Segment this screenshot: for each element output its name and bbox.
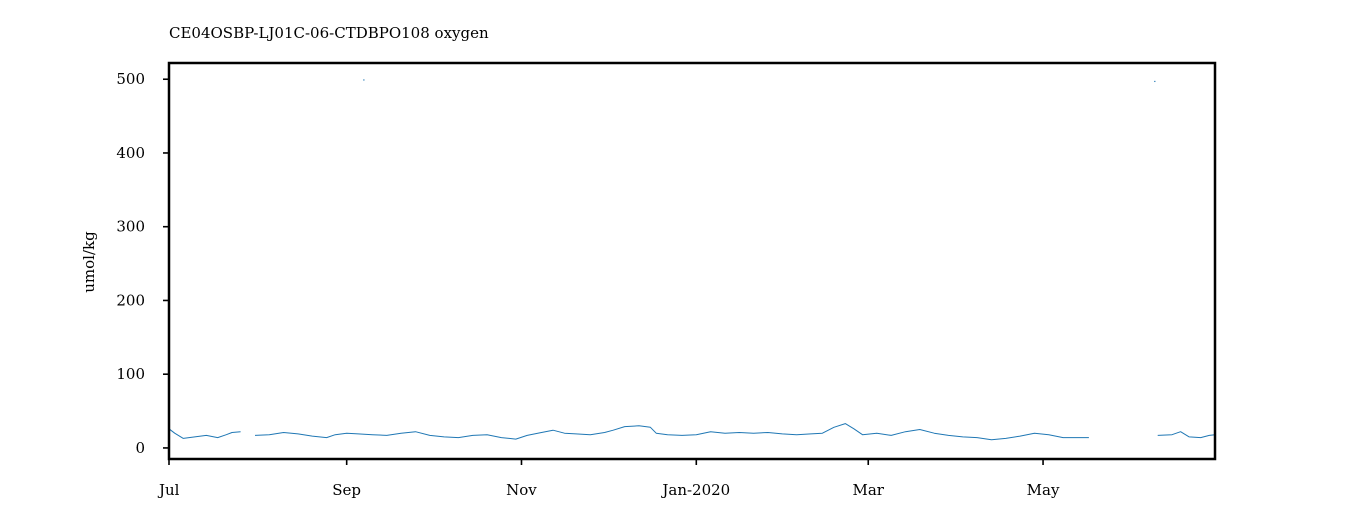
x-axis: Jul Sep Nov Jan-2020 Mar May xyxy=(157,459,1060,499)
series-line-segment xyxy=(254,423,1089,441)
plot-frame xyxy=(167,61,1217,461)
y-tick-label: 100 xyxy=(116,365,145,383)
x-tick-label: Jul xyxy=(157,481,180,499)
y-tick-label: 300 xyxy=(116,218,145,236)
x-tick-label: Jan-2020 xyxy=(660,481,730,499)
series-line-segment xyxy=(168,428,241,439)
x-tick-label: Sep xyxy=(332,481,361,499)
y-tick-label: 200 xyxy=(116,291,145,309)
y-tick-label: 0 xyxy=(135,439,145,457)
outlier-point xyxy=(1154,80,1156,83)
series-line-segment xyxy=(1157,431,1216,439)
chart-title: CE04OSBP-LJ01C-06-CTDBPO108 oxygen xyxy=(169,24,489,42)
y-axis: 0 100 200 300 400 500 xyxy=(116,70,169,457)
y-tick-label: 400 xyxy=(116,144,145,162)
x-tick-label: Mar xyxy=(853,481,885,499)
y-tick-label: 500 xyxy=(116,70,145,88)
x-tick-label: May xyxy=(1027,481,1060,499)
outlier-point xyxy=(363,79,365,81)
y-axis-label: umol/kg xyxy=(80,231,98,293)
series-layer xyxy=(168,79,1216,441)
x-tick-label: Nov xyxy=(506,481,537,499)
